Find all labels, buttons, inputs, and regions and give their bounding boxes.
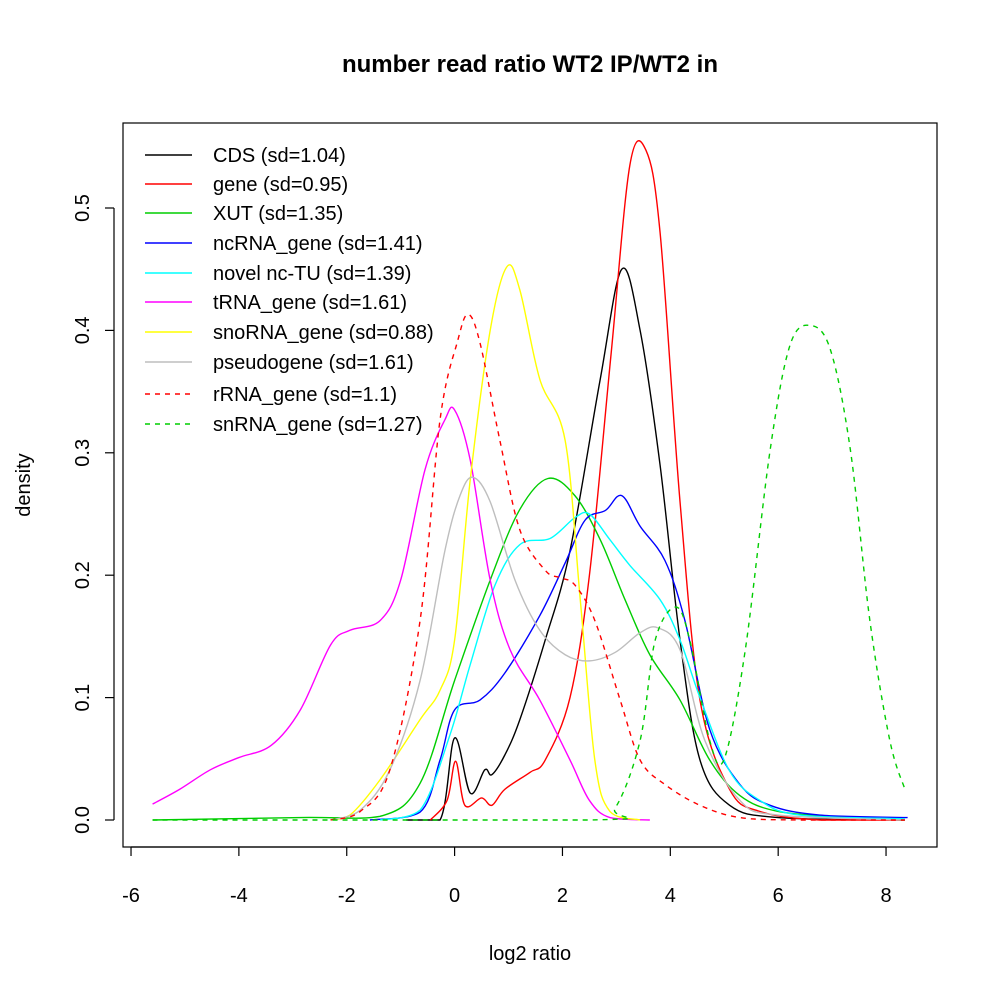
y-tick-label: 0.1 bbox=[72, 684, 94, 712]
x-tick-label: -4 bbox=[230, 885, 248, 907]
y-axis-label: density bbox=[13, 453, 35, 516]
y-tick-label: 0.3 bbox=[72, 439, 94, 467]
series-line-xut bbox=[152, 477, 905, 821]
y-tick-label: 0.5 bbox=[72, 194, 94, 222]
series-line-gene bbox=[429, 140, 905, 821]
series-line-snorna-gene bbox=[330, 264, 641, 821]
y-tick-label: 0.4 bbox=[72, 316, 94, 344]
x-tick-label: -6 bbox=[122, 885, 140, 907]
legend-label: ncRNA_gene (sd=1.41) bbox=[213, 233, 423, 255]
y-axis: 0.0 0.1 0.2 0.3 0.4 0.5 bbox=[72, 194, 115, 834]
y-tick-label: 0.0 bbox=[72, 806, 94, 834]
legend-label: rRNA_gene (sd=1.1) bbox=[213, 384, 397, 406]
series-line-novel bbox=[380, 511, 905, 821]
x-axis: -6 -4 -2 0 2 4 6 8 bbox=[122, 846, 892, 907]
x-tick-label: -2 bbox=[338, 885, 356, 907]
x-axis-label: log2 ratio bbox=[489, 943, 571, 965]
legend-label: gene (sd=0.95) bbox=[213, 174, 348, 196]
y-tick-label: 0.2 bbox=[72, 561, 94, 589]
series-line-trna-gene bbox=[152, 406, 650, 821]
chart-title: number read ratio WT2 IP/WT2 in bbox=[342, 51, 718, 78]
series-line-cds bbox=[406, 267, 905, 821]
legend-label: snRNA_gene (sd=1.27) bbox=[213, 414, 423, 436]
x-tick-label: 2 bbox=[557, 885, 568, 907]
legend-label: tRNA_gene (sd=1.61) bbox=[213, 292, 407, 314]
legend-label: CDS (sd=1.04) bbox=[213, 145, 346, 167]
x-tick-label: 6 bbox=[773, 885, 784, 907]
series-line-pseudogene bbox=[330, 476, 905, 821]
x-tick-label: 8 bbox=[880, 885, 891, 907]
curves bbox=[152, 140, 908, 821]
legend-label: XUT (sd=1.35) bbox=[213, 203, 343, 225]
series-line-rrna-gene bbox=[330, 313, 905, 821]
x-tick-label: 0 bbox=[449, 885, 460, 907]
x-tick-label: 4 bbox=[665, 885, 676, 907]
legend-label: snoRNA_gene (sd=0.88) bbox=[213, 322, 434, 344]
legend-label: novel nc-TU (sd=1.39) bbox=[213, 263, 411, 285]
legend: CDS (sd=1.04) gene (sd=0.95) XUT (sd=1.35)… bbox=[145, 145, 434, 436]
legend-label: pseudogene (sd=1.61) bbox=[213, 352, 414, 374]
